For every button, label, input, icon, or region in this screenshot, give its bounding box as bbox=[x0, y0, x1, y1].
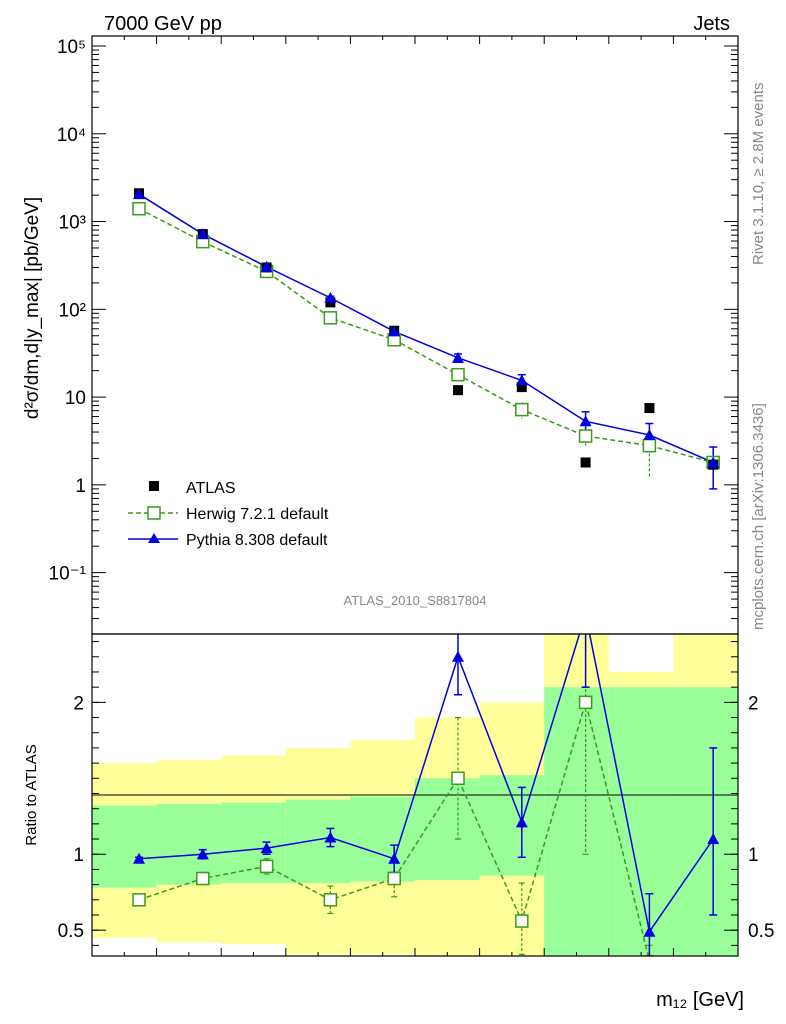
pythia-point bbox=[196, 228, 209, 240]
herwig-point bbox=[132, 201, 146, 216]
herwig-ratio-point bbox=[323, 893, 338, 907]
rivet-label: Rivet 3.1.10, ≥ 2.8M events bbox=[750, 83, 767, 266]
herwig-point bbox=[642, 438, 657, 453]
beam-label: 7000 GeV pp bbox=[104, 13, 222, 35]
herwig-point bbox=[515, 402, 529, 417]
process-label: Jets bbox=[693, 13, 730, 35]
pythia-ratio-point bbox=[707, 833, 720, 845]
ratio-panel: 0.5 0.5 1 1 2 2 bbox=[58, 634, 774, 956]
y-tick-label: 10² bbox=[59, 300, 86, 321]
pythia-ratio-point bbox=[133, 852, 145, 864]
herwig-ratio-point bbox=[196, 871, 210, 886]
herwig-ratio-point bbox=[387, 871, 401, 886]
pythia-line bbox=[138, 193, 714, 464]
pythia-ratio-point bbox=[515, 816, 528, 828]
mcplots-label: mcplots.cern.ch [arXiv:1306.3436] bbox=[750, 403, 767, 630]
legend-marker-atlas bbox=[149, 481, 159, 491]
pythia-ratio-point bbox=[324, 831, 337, 843]
y-tick-label: 10⁵ bbox=[57, 37, 86, 58]
legend: ATLAS Herwig 7.2.1 default Pythia 8.308 … bbox=[128, 480, 329, 549]
herwig-point bbox=[451, 367, 465, 382]
legend-label-pythia: Pythia 8.308 default bbox=[186, 532, 328, 549]
ratio-tick-label-left: 0.5 bbox=[58, 921, 84, 942]
atlas-point bbox=[453, 385, 463, 396]
herwig-ratio-point bbox=[451, 771, 465, 786]
herwig-line bbox=[138, 208, 714, 464]
pythia-point bbox=[324, 291, 337, 303]
atlas-point bbox=[644, 403, 655, 414]
pythia-ratio-point bbox=[388, 852, 401, 864]
legend-marker-pythia bbox=[148, 533, 160, 543]
legend-label-atlas: ATLAS bbox=[186, 480, 236, 497]
herwig-ratio-point bbox=[578, 695, 593, 710]
pythia-point bbox=[579, 415, 592, 427]
y-tick-label: 10³ bbox=[59, 213, 86, 234]
y-tick-label: 10⁻¹ bbox=[49, 564, 87, 585]
y-tick-label: 10 bbox=[65, 388, 86, 409]
y-axis-label-main: d²σ/dm,d|y_max| [pb/GeV] bbox=[22, 197, 43, 419]
pythia-ratio-line bbox=[138, 634, 714, 934]
legend-label-herwig: Herwig 7.2.1 default bbox=[186, 506, 329, 523]
ratio-tick-label-right: 0.5 bbox=[748, 921, 774, 942]
uncertainty-band-inner bbox=[544, 687, 609, 956]
uncertainty-band-inner bbox=[673, 687, 738, 956]
herwig-point bbox=[323, 311, 338, 325]
pythia-point bbox=[260, 260, 273, 272]
pythia-point bbox=[643, 429, 656, 441]
main-panel: 10⁻¹ 1 10 10² 10³ 10⁴ 10⁵ bbox=[49, 37, 738, 635]
legend-marker-herwig bbox=[147, 506, 161, 520]
analysis-label: ATLAS_2010_S8817804 bbox=[344, 593, 487, 608]
herwig-ratio-point bbox=[259, 859, 274, 874]
ratio-tick-label-left: 2 bbox=[73, 693, 84, 714]
uncertainty-band-inner bbox=[221, 802, 286, 884]
y-tick-label: 1 bbox=[75, 476, 86, 497]
pythia-ratio-point bbox=[260, 842, 273, 854]
herwig-ratio-line bbox=[138, 699, 650, 956]
uncertainty-band-inner bbox=[479, 775, 545, 876]
herwig-ratio-point bbox=[132, 893, 146, 907]
pythia-point bbox=[133, 188, 145, 200]
uncertainty-band-inner bbox=[608, 687, 674, 956]
pythia-point bbox=[515, 374, 528, 386]
herwig-ratio-point bbox=[515, 914, 529, 928]
atlas-point bbox=[580, 457, 591, 468]
uncertainty-band-inner bbox=[156, 804, 222, 885]
pythia-point bbox=[388, 325, 401, 337]
uncertainty-band-inner bbox=[415, 778, 480, 881]
y-tick-label: 10⁴ bbox=[57, 125, 86, 146]
ratio-tick-label-right: 2 bbox=[748, 693, 759, 714]
ratio-frame bbox=[91, 633, 739, 957]
pythia-ratio-point bbox=[196, 848, 209, 860]
uncertainty-band-inner bbox=[350, 796, 415, 882]
pythia-ratio-point bbox=[452, 650, 464, 662]
pythia-point bbox=[707, 456, 720, 468]
ratio-tick-label-right: 1 bbox=[748, 845, 759, 866]
atlas-point bbox=[516, 382, 527, 393]
x-axis-label: m₁₂ [GeV] bbox=[656, 989, 744, 1011]
y-axis-label-ratio: Ratio to ATLAS bbox=[23, 744, 40, 845]
pythia-point bbox=[452, 351, 464, 363]
uncertainty-band-inner bbox=[92, 805, 157, 888]
ratio-tick-label-left: 1 bbox=[73, 845, 84, 866]
herwig-point bbox=[578, 429, 593, 443]
pythia-ratio-point bbox=[643, 925, 656, 937]
